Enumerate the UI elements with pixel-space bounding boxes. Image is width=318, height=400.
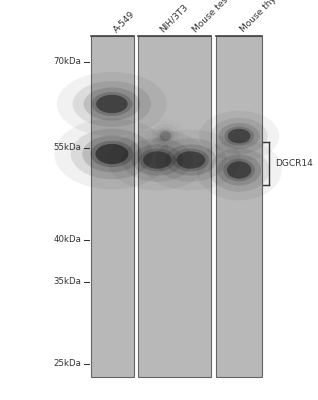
Ellipse shape: [227, 161, 251, 179]
Text: A-549: A-549: [112, 9, 137, 34]
Ellipse shape: [141, 130, 241, 190]
Bar: [91, 36, 134, 377]
Ellipse shape: [158, 130, 172, 142]
Ellipse shape: [217, 154, 261, 186]
Text: 55kDa: 55kDa: [53, 144, 81, 152]
Bar: [216, 36, 262, 377]
Ellipse shape: [71, 129, 153, 179]
Ellipse shape: [228, 129, 251, 143]
Bar: [138, 36, 211, 377]
Ellipse shape: [73, 81, 151, 127]
Ellipse shape: [176, 151, 205, 169]
Ellipse shape: [223, 159, 255, 181]
Ellipse shape: [139, 149, 176, 171]
Ellipse shape: [54, 118, 169, 190]
Ellipse shape: [143, 151, 172, 169]
Ellipse shape: [95, 144, 128, 164]
Text: 35kDa: 35kDa: [53, 278, 81, 286]
Text: 25kDa: 25kDa: [53, 360, 81, 368]
Text: Mouse testis: Mouse testis: [191, 0, 237, 34]
Ellipse shape: [132, 144, 183, 176]
Ellipse shape: [172, 149, 209, 171]
Ellipse shape: [160, 131, 171, 141]
Ellipse shape: [96, 95, 128, 113]
Ellipse shape: [165, 144, 217, 176]
Ellipse shape: [209, 148, 270, 192]
Text: DGCR14: DGCR14: [275, 159, 313, 168]
Ellipse shape: [84, 88, 140, 120]
Ellipse shape: [218, 123, 260, 149]
Ellipse shape: [211, 118, 268, 154]
Ellipse shape: [57, 72, 167, 136]
Ellipse shape: [197, 140, 282, 200]
Text: 70kDa: 70kDa: [53, 58, 81, 66]
Ellipse shape: [199, 111, 279, 161]
Text: NIH/3T3: NIH/3T3: [157, 2, 189, 34]
Ellipse shape: [155, 138, 226, 182]
Ellipse shape: [224, 126, 254, 146]
Text: Mouse thymus: Mouse thymus: [239, 0, 292, 34]
Ellipse shape: [156, 127, 175, 145]
Ellipse shape: [91, 141, 133, 167]
Ellipse shape: [121, 138, 193, 182]
Ellipse shape: [82, 136, 142, 172]
Text: 40kDa: 40kDa: [53, 236, 81, 244]
Ellipse shape: [107, 130, 208, 190]
Ellipse shape: [92, 92, 132, 116]
